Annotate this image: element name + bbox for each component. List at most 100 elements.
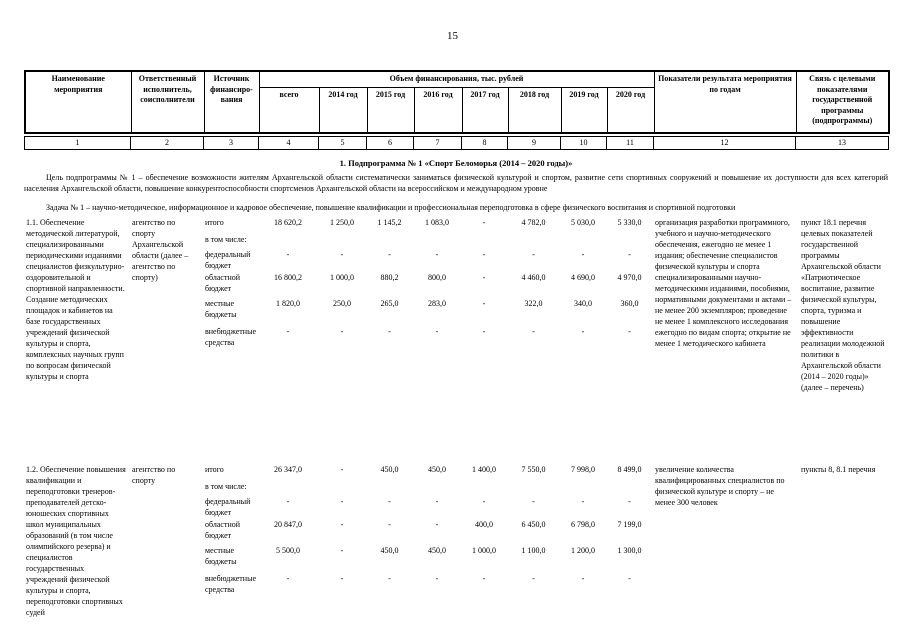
column-number-cell: 9 bbox=[507, 136, 561, 150]
financing-source-label: в том числе: bbox=[205, 234, 247, 244]
financing-values-column: 5 030,0 - 4 690,0 340,0 - bbox=[560, 217, 606, 350]
column-number-cell: 10 bbox=[560, 136, 607, 150]
financing-value bbox=[258, 481, 318, 496]
financing-value bbox=[560, 234, 606, 249]
financing-value: - bbox=[532, 496, 535, 506]
financing-source-label: областной бюджет bbox=[205, 519, 241, 540]
header-year-2018: 2018 год bbox=[507, 87, 562, 134]
financing-values-column: 1 145,2 - 880,2 265,0 - bbox=[366, 217, 413, 350]
measure-rows: 1.1. Обеспечение методической литературо… bbox=[24, 217, 888, 618]
financing-value bbox=[507, 234, 560, 249]
financing-value: 6 798,0 bbox=[571, 519, 595, 529]
executor-cell: агентство по спорту Архангельской област… bbox=[132, 217, 189, 282]
financing-value: - bbox=[628, 496, 631, 506]
financing-value: - bbox=[482, 496, 486, 506]
financing-values-column: 18 620,2 - 16 800,2 1 820,0 - bbox=[258, 217, 318, 350]
header-year-2015: 2015 год bbox=[366, 87, 415, 134]
financing-value: - bbox=[435, 326, 439, 336]
financing-value: 4 782,0 bbox=[521, 217, 546, 227]
financing-values-column: 7 550,0 - 6 450,0 1 100,0 - bbox=[507, 464, 560, 597]
financing-value: - bbox=[581, 249, 585, 259]
header-year-total: всего bbox=[258, 87, 320, 134]
financing-value: 1 250,0 bbox=[330, 217, 354, 227]
indicators-cell: увеличение количества квалифицированных … bbox=[655, 464, 785, 507]
financing-value: 6 450,0 bbox=[521, 519, 546, 529]
financing-value: - bbox=[340, 496, 344, 506]
financing-value bbox=[366, 234, 413, 249]
goal-paragraph: Цель подпрограммы № 1 – обеспечение возм… bbox=[24, 173, 888, 193]
measure-row: 1.1. Обеспечение методической литературо… bbox=[24, 217, 888, 461]
page-number: 15 bbox=[447, 30, 458, 42]
financing-source-label: внебюджетные средства bbox=[205, 326, 256, 347]
financing-value: - bbox=[482, 573, 486, 583]
financing-values-column: 7 998,0 - 6 798,0 1 200,0 - bbox=[560, 464, 606, 597]
financing-values-column: 8 499,0 - 7 199,0 1 300,0 - bbox=[606, 464, 653, 597]
financing-value bbox=[560, 481, 606, 496]
financing-values-column: 26 347,0 - 20 847,0 5 500,0 - bbox=[258, 464, 318, 597]
financing-value: - bbox=[482, 272, 486, 282]
header-executor: Ответственный исполнитель, соисполнители bbox=[130, 70, 205, 134]
financing-source-column: итого в том числе: федеральный бюджет облас… bbox=[203, 217, 258, 350]
financing-source-label: областной бюджет bbox=[205, 272, 241, 293]
financing-value: 1 000,0 bbox=[330, 272, 354, 282]
column-number-cell: 12 bbox=[653, 136, 796, 150]
financing-value: - bbox=[286, 326, 290, 336]
financing-value: 283,0 bbox=[428, 298, 446, 308]
financing-value: 4 690,0 bbox=[571, 272, 595, 282]
financing-value: 16 800,2 bbox=[274, 272, 302, 282]
header-funding-volume: Объем финансирования, тыс. рублей bbox=[258, 70, 655, 88]
financing-value: 880,2 bbox=[380, 272, 399, 282]
financing-value: 4 460,0 bbox=[521, 272, 546, 282]
financing-value bbox=[318, 481, 366, 496]
financing-value: - bbox=[340, 519, 344, 529]
financing-value: 18 620,2 bbox=[274, 217, 302, 227]
column-number-cell: 7 bbox=[413, 136, 462, 150]
financing-value: - bbox=[388, 496, 391, 506]
financing-values-column: 450,0 - - 450,0 - bbox=[413, 464, 461, 597]
financing-source-label: местные бюджеты bbox=[205, 545, 237, 566]
financing-source-label: внебюджетные средства bbox=[205, 573, 256, 594]
measure-name-cell: 1.1. Обеспечение методической литературо… bbox=[26, 217, 125, 381]
financing-value: 1 200,0 bbox=[571, 545, 595, 555]
financing-value: - bbox=[286, 496, 290, 506]
financing-values-column: 5 330,0 - 4 970,0 360,0 - bbox=[606, 217, 653, 350]
financing-value: 1 300,0 bbox=[617, 545, 642, 555]
financing-value: - bbox=[388, 326, 391, 336]
financing-value: 250,0 bbox=[333, 298, 351, 308]
financing-value: 450,0 bbox=[428, 464, 446, 474]
financing-value bbox=[413, 481, 461, 496]
financing-source-label: итого bbox=[205, 464, 224, 474]
financing-value bbox=[413, 234, 461, 249]
financing-values-column: 4 782,0 - 4 460,0 322,0 - bbox=[507, 217, 560, 350]
header-measure-name: Наименование мероприятия bbox=[24, 70, 132, 134]
financing-value: 7 998,0 bbox=[571, 464, 595, 474]
financing-value: 1 820,0 bbox=[276, 298, 300, 308]
financing-value: 450,0 bbox=[380, 464, 399, 474]
header-funding-source: Источник финансиро- вания bbox=[203, 70, 260, 134]
column-number-cell: 11 bbox=[606, 136, 654, 150]
financing-value: 1 000,0 bbox=[472, 545, 496, 555]
financing-value: - bbox=[340, 326, 344, 336]
link-cell: пункт 18.1 перечня целевых показателей г… bbox=[801, 217, 885, 392]
financing-value: - bbox=[435, 519, 439, 529]
column-number-cell: 2 bbox=[130, 136, 204, 150]
financing-value: 450,0 bbox=[428, 545, 446, 555]
financing-value: 800,0 bbox=[428, 272, 446, 282]
financing-source-label: в том числе: bbox=[205, 481, 247, 491]
financing-value: - bbox=[532, 326, 535, 336]
measure-row: 1.2. Обеспечение повышения квалификации … bbox=[24, 464, 888, 618]
financing-value: - bbox=[482, 217, 486, 227]
document-body: Наименование мероприятия Ответственный и… bbox=[24, 70, 890, 618]
executor-cell: агентство по спорту bbox=[132, 464, 176, 485]
financing-source-column: итого в том числе: федеральный бюджет облас… bbox=[203, 464, 258, 597]
financing-value: 1 100,0 bbox=[521, 545, 546, 555]
financing-value: 450,0 bbox=[380, 545, 399, 555]
financing-source-label: федеральный бюджет bbox=[205, 249, 251, 270]
financing-value: - bbox=[581, 573, 585, 583]
financing-value: - bbox=[388, 573, 391, 583]
financing-value: - bbox=[340, 249, 344, 259]
financing-values-column: 450,0 - - 450,0 - bbox=[366, 464, 413, 597]
financing-value bbox=[366, 481, 413, 496]
financing-value bbox=[606, 481, 653, 496]
financing-value bbox=[318, 234, 366, 249]
